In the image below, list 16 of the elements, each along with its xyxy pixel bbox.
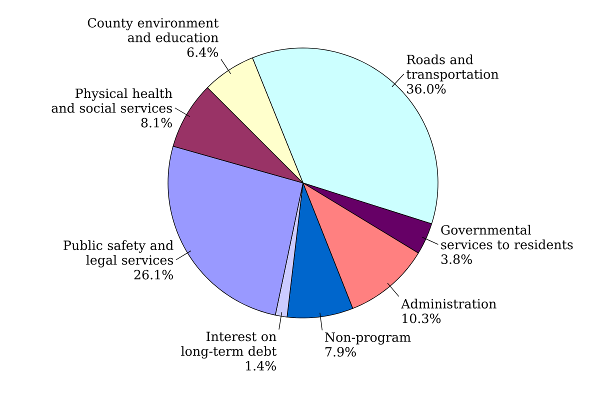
data-label: 36.0% bbox=[407, 84, 446, 94]
slice-label: Administration bbox=[400, 298, 496, 309]
slice-label: Physical health and social services bbox=[52, 88, 172, 113]
data-label: 3.8% bbox=[441, 254, 472, 264]
data-label: 1.4% bbox=[246, 360, 276, 371]
slice-label: Governmental services to residents bbox=[441, 224, 573, 250]
data-label: 7.9% bbox=[326, 347, 356, 357]
data-label: 26.1% bbox=[134, 270, 173, 280]
slice-label: Public safety and legal services bbox=[64, 240, 174, 268]
slice-label: Roads and transportation bbox=[406, 54, 499, 82]
data-label: 10.3% bbox=[402, 314, 441, 324]
slice-label: Interest on long-term debt bbox=[181, 332, 277, 359]
data-label: 8.1% bbox=[141, 118, 172, 128]
slice-label: County environment and education bbox=[88, 18, 219, 42]
data-label: 6.4% bbox=[187, 47, 218, 57]
slice-label: Non-program bbox=[325, 332, 411, 345]
